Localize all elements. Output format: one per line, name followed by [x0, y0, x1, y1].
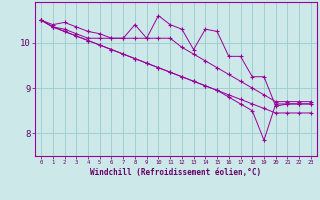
X-axis label: Windchill (Refroidissement éolien,°C): Windchill (Refroidissement éolien,°C): [91, 168, 261, 177]
